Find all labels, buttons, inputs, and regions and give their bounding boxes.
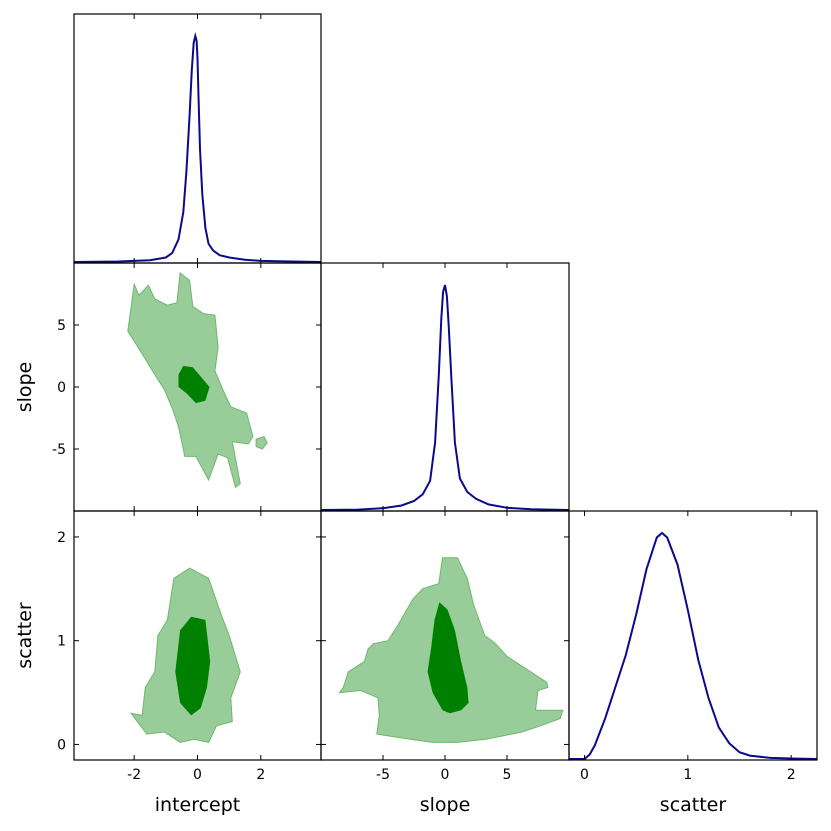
ytick-label-slope-2: 5	[57, 318, 66, 334]
xtick-label-scatter-2: 2	[787, 767, 796, 783]
ylabel-scatter: scatter	[14, 602, 36, 669]
contour-68-scatter_vs_slope	[427, 602, 469, 714]
kde-curve-slope	[320, 284, 570, 511]
xtick-label-slope-0: -5	[376, 767, 390, 783]
kde-curve-scatter	[569, 531, 818, 760]
xlabel-scatter: scatter	[660, 794, 727, 816]
xlabel-slope: slope	[420, 794, 471, 816]
panel-frame-slope-slope	[320, 262, 570, 512]
kde-curve-intercept	[73, 32, 322, 263]
panel-frame-scatter-scatter	[568, 510, 818, 761]
ytick-label-scatter-1: 1	[57, 634, 66, 650]
contour-island-slope_vs_intercept-0	[255, 435, 268, 450]
ytick-label-slope-0: -5	[52, 442, 66, 458]
xtick-label-intercept-1: 0	[193, 767, 202, 783]
xtick-label-slope-2: 5	[503, 767, 512, 783]
ylabel-slope: slope	[14, 362, 36, 413]
ytick-label-scatter-0: 0	[57, 737, 66, 753]
xtick-label-intercept-0: -2	[127, 767, 141, 783]
ytick-label-scatter-2: 2	[57, 530, 66, 546]
xlabel-intercept: intercept	[155, 794, 241, 816]
contour-68-scatter_vs_intercept	[175, 616, 211, 716]
contour-68-slope_vs_intercept	[178, 365, 210, 404]
xtick-label-scatter-0: 0	[580, 767, 589, 783]
xtick-label-intercept-2: 2	[256, 767, 265, 783]
ytick-label-slope-1: 0	[57, 380, 66, 396]
xtick-label-slope-1: 0	[441, 767, 450, 783]
xtick-label-scatter-1: 1	[683, 767, 692, 783]
